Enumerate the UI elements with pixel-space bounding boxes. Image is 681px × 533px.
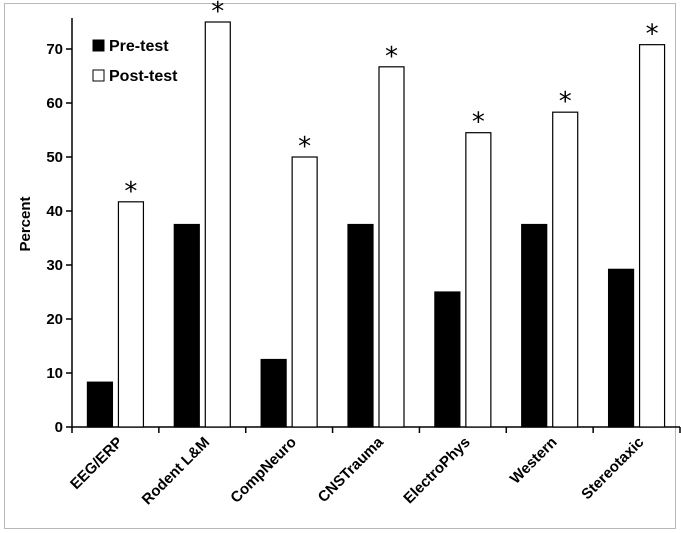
bar-pre-test [173, 223, 200, 428]
bar-post-test [204, 21, 231, 428]
bar-pre-test [607, 268, 635, 428]
bar-post-test [552, 111, 579, 428]
bar-post-test [638, 44, 666, 428]
significance-star: * [385, 42, 398, 72]
bar-pre-test [434, 291, 461, 428]
legend-swatch-post-test [92, 69, 105, 82]
x-category-label: Stereotaxic [578, 434, 647, 503]
legend: Pre-test Post-test [92, 38, 178, 85]
significance-star: * [472, 108, 485, 138]
x-category-label: ElectroPhys [400, 434, 473, 507]
legend-swatch-pre-test [92, 39, 105, 52]
y-tick-label: 0 [55, 419, 63, 436]
bars: * * * * * * * [86, 0, 666, 428]
x-category-label: Rodent L&M [139, 434, 213, 508]
bar-post-test [465, 132, 492, 428]
y-axis-title: Percent [17, 196, 34, 251]
y-tick-label: 70 [46, 41, 63, 58]
chart-frame [4, 3, 676, 529]
y-tick-label: 10 [46, 365, 63, 382]
bar-pre-test [521, 223, 548, 428]
x-category-label: EEG/ERP [67, 434, 126, 493]
bar-pre-test [347, 223, 374, 428]
y-tick-label: 40 [46, 203, 63, 220]
y-tick-label: 20 [46, 311, 63, 328]
y-tick-label: 30 [46, 257, 63, 274]
bar-post-test [291, 156, 318, 428]
y-tick-label: 60 [46, 95, 63, 112]
significance-star: * [646, 20, 659, 50]
bar-pre-test [260, 358, 287, 428]
significance-star: * [124, 177, 137, 207]
significance-star: * [559, 87, 572, 117]
bar-post-test [378, 66, 405, 428]
legend-label-pre-test: Pre-test [109, 38, 169, 55]
significance-star: * [298, 132, 311, 162]
bar-post-test [117, 201, 145, 428]
y-tick-label: 50 [46, 149, 63, 166]
significance-star: * [211, 0, 224, 27]
x-category-label: CompNeuro [227, 434, 300, 507]
y-axis: 0 10 20 30 40 50 60 70 [46, 18, 681, 436]
x-axis-labels: EEG/ERP Rodent L&M CompNeuro CNSTrauma Elect… [67, 433, 647, 508]
legend-label-post-test: Post-test [109, 68, 178, 85]
x-category-label: CNSTrauma [315, 433, 388, 506]
bar-pre-test [86, 381, 114, 428]
x-category-label: Western [507, 434, 561, 488]
